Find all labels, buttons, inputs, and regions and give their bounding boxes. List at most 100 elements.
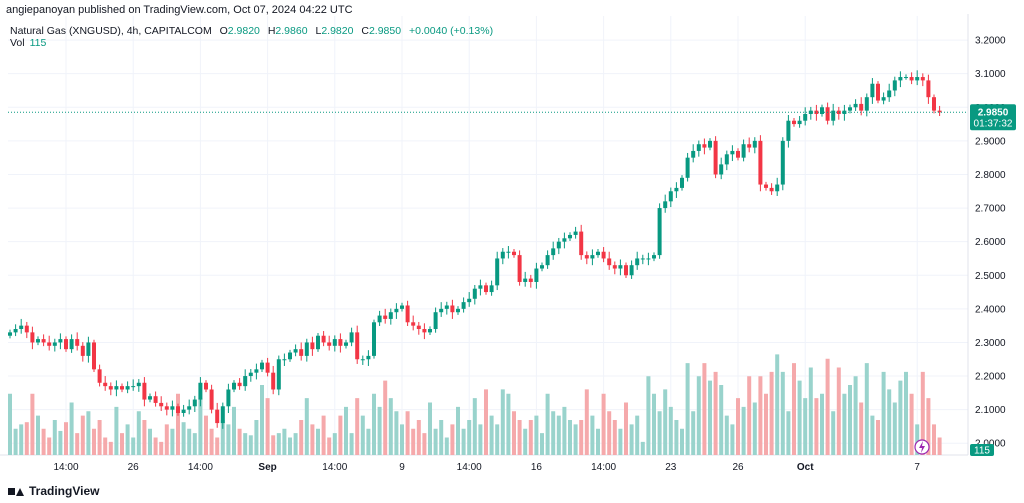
volume-tag-background xyxy=(970,444,994,456)
volume-bar xyxy=(523,428,528,455)
x-tick-label: 14:00 xyxy=(322,462,347,473)
volume-bar xyxy=(551,411,556,455)
volume-bar xyxy=(248,435,253,455)
candle xyxy=(433,312,438,330)
candle xyxy=(652,255,656,259)
volume-bar xyxy=(36,415,40,455)
volume-bar xyxy=(680,428,684,455)
volume-bar xyxy=(887,389,892,455)
volume-bar xyxy=(282,428,287,455)
volume-bar xyxy=(937,437,942,455)
volume-bar xyxy=(853,376,858,455)
volume-bar xyxy=(338,415,343,455)
volume-bar xyxy=(512,411,516,455)
volume-bar xyxy=(388,398,393,455)
volume-bar xyxy=(596,428,600,455)
volume-bar xyxy=(237,428,242,455)
x-tick-label: 14:00 xyxy=(457,462,482,473)
price-tag-countdown: 01:37:32 xyxy=(974,118,1013,129)
volume-bar xyxy=(131,437,136,455)
volume-bar xyxy=(461,428,466,455)
candle xyxy=(220,406,225,424)
symbol-title[interactable]: Natural Gas (XNGUSD), 4h, CAPITALCOM xyxy=(10,25,212,37)
candle xyxy=(668,191,673,202)
volume-bar xyxy=(377,406,382,455)
candle xyxy=(411,322,416,326)
candle xyxy=(400,305,404,309)
volume-bar xyxy=(601,393,606,455)
candle xyxy=(24,325,29,333)
volume-bar xyxy=(243,433,248,455)
candle xyxy=(864,97,869,111)
candle xyxy=(579,231,584,256)
volume-bar xyxy=(148,428,152,455)
volume-bar xyxy=(657,411,662,455)
candle xyxy=(736,150,740,158)
volume-bar xyxy=(926,398,931,455)
volume-bar xyxy=(825,358,830,455)
candle xyxy=(596,251,600,256)
volume-bar xyxy=(170,428,175,455)
price-tag-value: 2.9850 xyxy=(978,107,1009,118)
volume-bar xyxy=(691,411,696,455)
volume-bar xyxy=(668,406,673,455)
volume-bar xyxy=(30,393,35,455)
y-tick-label: 2.5000 xyxy=(975,271,1006,282)
candle xyxy=(708,140,712,148)
candle xyxy=(831,110,836,121)
volume-bar xyxy=(47,437,52,455)
volume-bar xyxy=(741,406,746,455)
candle xyxy=(797,120,802,125)
volume-bar xyxy=(590,415,595,455)
volume-bar xyxy=(120,433,124,455)
candle xyxy=(680,177,684,188)
volume-label[interactable]: Vol xyxy=(10,37,25,49)
candle xyxy=(8,332,12,336)
volume-bar xyxy=(579,420,584,455)
volume-bar xyxy=(528,420,533,455)
candle xyxy=(153,396,158,403)
volume-bar xyxy=(456,406,460,455)
volume-bar xyxy=(439,420,444,455)
volume-bar xyxy=(293,433,298,455)
candle xyxy=(478,285,483,289)
low-label: L xyxy=(315,25,322,37)
volume-bar xyxy=(103,437,108,455)
volume-bar xyxy=(534,415,539,455)
volume-legend: Vol 115 xyxy=(10,37,46,49)
candle xyxy=(310,342,315,350)
volume-bar xyxy=(556,415,561,455)
volume-bar xyxy=(8,393,12,455)
volume-bar xyxy=(864,363,869,455)
candle xyxy=(484,285,488,293)
volume-bar xyxy=(366,428,371,455)
candle xyxy=(612,265,617,269)
candle xyxy=(366,355,371,360)
volume-bar xyxy=(159,441,164,455)
volume-bar xyxy=(752,402,757,455)
candle xyxy=(47,342,52,346)
volume-bar xyxy=(500,389,505,455)
volume-bar xyxy=(444,437,449,455)
candle xyxy=(439,308,444,313)
candle xyxy=(506,251,511,253)
volume-bar xyxy=(97,420,102,455)
candle xyxy=(573,231,578,235)
volume-bar xyxy=(724,415,729,455)
volume-bar xyxy=(915,424,920,455)
volume-bar xyxy=(153,437,158,455)
volume-bar xyxy=(209,428,214,455)
y-tick-label: 3.2000 xyxy=(975,36,1006,47)
volume-bar xyxy=(428,402,432,455)
candle xyxy=(338,339,343,346)
candle xyxy=(237,382,242,387)
candle xyxy=(685,157,690,178)
volume-bar xyxy=(215,437,220,455)
x-tick-label: 14:00 xyxy=(591,462,616,473)
volume-bar xyxy=(573,424,578,455)
candle xyxy=(724,154,729,165)
volume-bar xyxy=(299,420,304,455)
candle xyxy=(624,265,628,276)
volume-bar xyxy=(674,420,679,455)
